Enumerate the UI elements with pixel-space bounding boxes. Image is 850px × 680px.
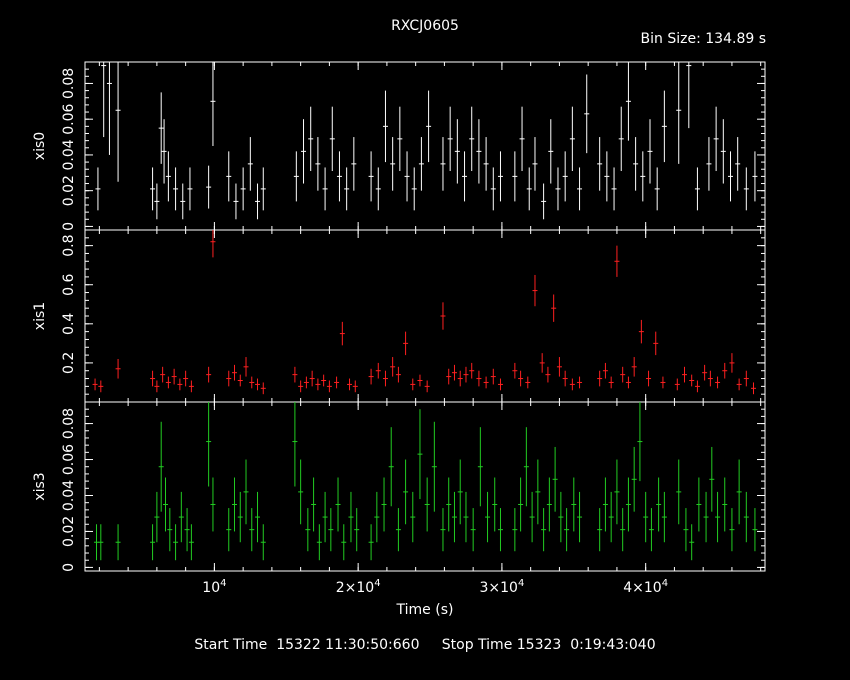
start-time-label: Start Time xyxy=(194,637,268,653)
stop-time-value: 15323 0:19:43:040 xyxy=(516,637,656,653)
stop-time-label: Stop Time xyxy=(441,637,513,653)
x-tick-label: 2×104 xyxy=(336,578,381,596)
y-tick-label: 0.08 xyxy=(61,68,77,99)
panel-frame xyxy=(84,61,766,231)
y-tick-label: 0.6 xyxy=(61,274,77,296)
y-tick-label: 0 xyxy=(61,222,77,231)
panel-xis1: 0.2 0.4 0.6 0.8 xis1 xyxy=(32,229,766,403)
panel-frame xyxy=(84,401,766,572)
y-axis-label: xis3 xyxy=(32,472,48,500)
y-tick-label: 0.04 xyxy=(61,139,77,170)
bin-size-label: Bin Size: 134.89 s xyxy=(640,31,766,47)
y-tick-label: 0.08 xyxy=(61,408,77,439)
panel-frame xyxy=(84,229,766,403)
panel-xis3: 0 0.02 0.04 0.06 0.08 xis3 xyxy=(32,401,766,572)
y-tick-label: 0.8 xyxy=(61,235,77,257)
y-tick-label: 0.2 xyxy=(61,352,77,374)
y-tick-label: 0.06 xyxy=(61,104,77,135)
start-time-value: 15322 11:30:50:660 xyxy=(276,637,420,653)
x-axis-label: Time (s) xyxy=(396,602,454,618)
y-axis-label: xis1 xyxy=(32,302,48,330)
y-axis-label: xis0 xyxy=(32,132,48,160)
x-tick-label: 4×104 xyxy=(623,578,668,596)
y-tick-label: 0.4 xyxy=(61,313,77,335)
panel-xis0: 0 0.02 0.04 0.06 0.08 xis0 xyxy=(32,61,766,231)
y-tick-label: 0.04 xyxy=(61,480,77,511)
y-tick-label: 0.02 xyxy=(61,175,77,206)
chart-title: RXCJ0605 xyxy=(391,18,459,34)
x-tick-label: 3×104 xyxy=(479,578,524,596)
y-tick-label: 0.06 xyxy=(61,444,77,475)
y-tick-label: 0 xyxy=(61,563,77,572)
y-tick-label: 0.02 xyxy=(61,516,77,547)
time-range-footer: Start Time 15322 11:30:50:660 Stop Time … xyxy=(0,637,850,653)
x-tick-label: 104 xyxy=(202,578,226,596)
